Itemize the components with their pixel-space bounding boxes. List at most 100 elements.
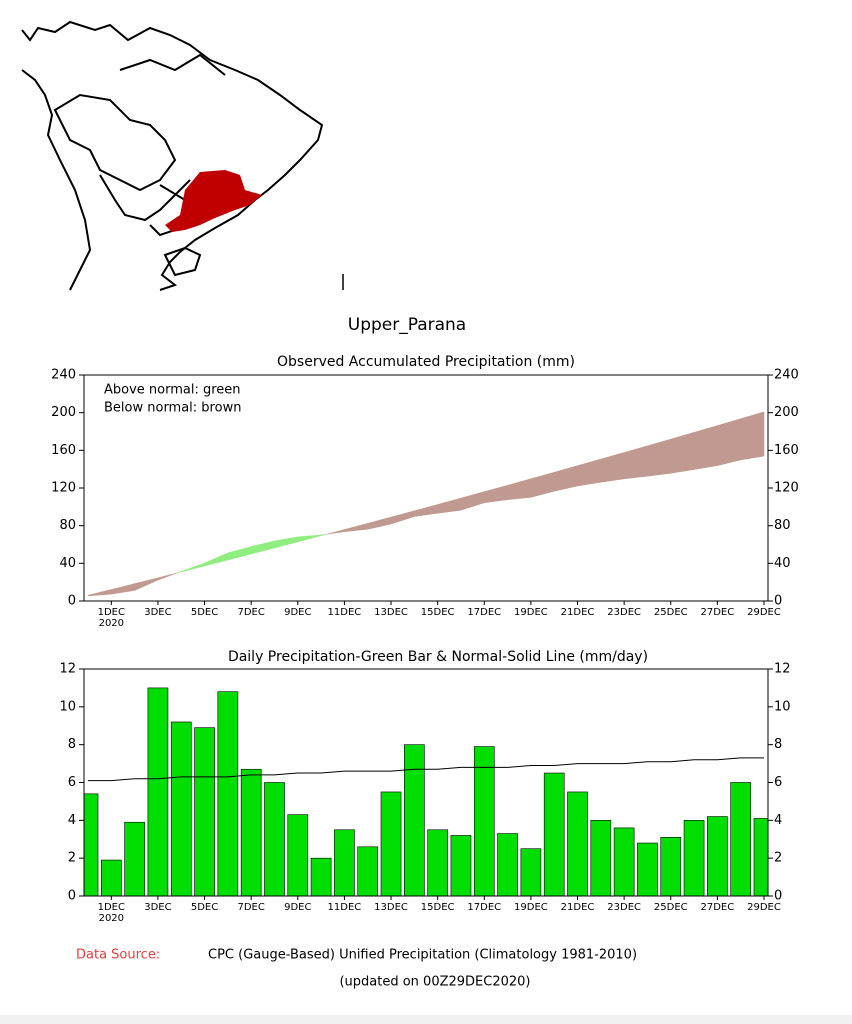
y-tick-label: 6 xyxy=(68,775,76,790)
y2-tick-label: 0 xyxy=(774,889,782,904)
annotation: Below normal: brown xyxy=(104,401,241,416)
y2-tick-label: 80 xyxy=(774,518,791,533)
below-normal-area xyxy=(87,589,112,597)
below-normal-area xyxy=(717,418,741,466)
bar xyxy=(730,782,752,896)
below-normal-area xyxy=(157,572,178,581)
plot xyxy=(87,411,765,597)
x-tick-label: 29DEC xyxy=(747,902,781,913)
x-tick-label: 25DEC xyxy=(654,607,688,618)
x-tick-label: 3DEC xyxy=(144,902,171,913)
x-tick-label: 23DEC xyxy=(607,607,641,618)
bar xyxy=(473,746,495,896)
x-tick-label: 19DEC xyxy=(514,607,548,618)
x-tick-label: 11DEC xyxy=(328,607,362,618)
region-map xyxy=(21,20,324,291)
annotation: Above normal: green xyxy=(104,383,241,398)
bar xyxy=(334,829,355,896)
bar xyxy=(660,837,682,896)
bar xyxy=(100,859,122,896)
below-normal-area xyxy=(507,478,532,500)
below-normal-area xyxy=(553,465,578,492)
y2-tick-label: 4 xyxy=(774,813,782,828)
below-normal-area xyxy=(134,577,159,591)
x-tick-label: 7DEC xyxy=(237,902,264,913)
source-text: CPC (Gauge-Based) Unified Precipitation … xyxy=(208,948,637,963)
above-normal-area xyxy=(297,534,322,543)
below-normal-area xyxy=(484,484,508,504)
plot xyxy=(84,687,768,896)
bar xyxy=(450,835,472,896)
y2-tick-label: 40 xyxy=(774,556,791,571)
above-normal-area xyxy=(274,536,299,549)
bar xyxy=(590,820,612,896)
y-tick-label: 40 xyxy=(59,556,76,571)
y-tick-label: 2 xyxy=(68,851,76,866)
above-normal-area xyxy=(180,562,205,573)
bar xyxy=(287,814,309,896)
y-tick-label: 200 xyxy=(51,405,76,420)
below-normal-area xyxy=(623,445,648,480)
x-tick-label: 9DEC xyxy=(284,607,311,618)
y-tick-label: 240 xyxy=(51,368,76,383)
bar xyxy=(567,791,588,896)
below-normal-area xyxy=(390,510,415,525)
bar xyxy=(380,791,402,896)
bar xyxy=(124,821,145,896)
updated-text: (updated on 00Z29DEC2020) xyxy=(339,975,530,990)
x-tick-label: 23DEC xyxy=(607,902,641,913)
bar xyxy=(707,816,728,896)
y-tick-label: 12 xyxy=(59,662,76,677)
above-normal-area xyxy=(250,540,275,555)
above-normal-area xyxy=(177,571,182,574)
bar xyxy=(753,818,768,896)
bar xyxy=(520,848,542,896)
below-normal-area xyxy=(530,471,555,498)
x-tick-label: 19DEC xyxy=(514,902,548,913)
below-normal-area xyxy=(437,497,462,514)
y2-tick-label: 8 xyxy=(774,737,782,752)
basin-highlight xyxy=(165,170,262,232)
x-tick-label: 5DEC xyxy=(191,902,218,913)
bar xyxy=(194,727,215,896)
bar xyxy=(683,820,705,896)
y2-tick-label: 160 xyxy=(774,443,799,458)
y2-tick-label: 6 xyxy=(774,775,782,790)
below-normal-area xyxy=(577,458,602,487)
bottom-bar xyxy=(0,1015,852,1024)
above-normal-area xyxy=(320,533,328,537)
y-tick-label: 8 xyxy=(68,737,76,752)
below-normal-area xyxy=(327,529,345,535)
bar xyxy=(427,829,448,896)
x-tick-label: 21DEC xyxy=(561,607,595,618)
bar xyxy=(310,857,332,896)
x-tick-label: 9DEC xyxy=(284,902,311,913)
year-label: 2020 xyxy=(99,913,124,924)
below-normal-area xyxy=(670,432,695,474)
below-normal-area xyxy=(460,491,485,511)
page-title: Upper_Parana xyxy=(348,315,466,335)
x-tick-label: 27DEC xyxy=(701,902,735,913)
y-tick-label: 120 xyxy=(51,481,76,496)
chart-title: Observed Accumulated Precipitation (mm) xyxy=(277,354,575,370)
y2-tick-label: 0 xyxy=(774,594,782,609)
y2-tick-label: 2 xyxy=(774,851,782,866)
bar xyxy=(240,768,262,896)
x-tick-label: 27DEC xyxy=(701,607,735,618)
above-normal-area xyxy=(227,546,252,561)
x-tick-label: 7DEC xyxy=(237,607,264,618)
y-tick-label: 0 xyxy=(68,889,76,904)
y-tick-label: 80 xyxy=(59,518,76,533)
bar xyxy=(497,833,518,896)
bar xyxy=(357,846,379,896)
x-tick-label: 13DEC xyxy=(374,607,408,618)
bar xyxy=(613,827,635,896)
year-label: 2020 xyxy=(99,618,124,629)
x-tick-label: 15DEC xyxy=(421,902,455,913)
below-normal-area xyxy=(414,504,438,517)
x-tick-label: 5DEC xyxy=(191,607,218,618)
x-tick-label: 17DEC xyxy=(467,607,501,618)
source-label: Data Source: xyxy=(76,948,160,963)
